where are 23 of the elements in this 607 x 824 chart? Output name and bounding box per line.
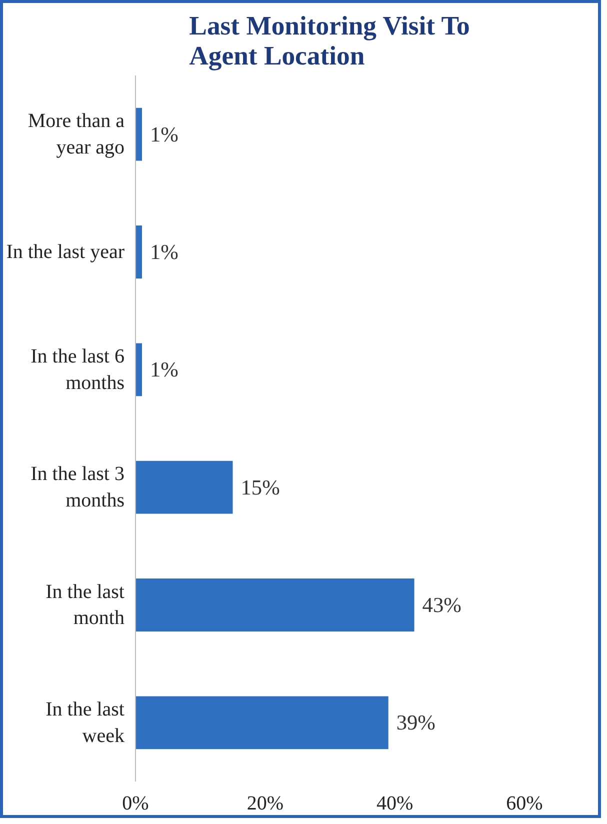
data-label: 15% (240, 475, 280, 500)
bar (136, 343, 142, 396)
bar (136, 226, 142, 278)
y-tick-label: In the last month (46, 580, 125, 630)
x-tick-label: 40% (376, 792, 414, 814)
x-tick-label: 60% (506, 792, 543, 814)
data-label: 1% (150, 358, 179, 382)
y-tick-label: In the last week (46, 698, 125, 747)
x-tick-label: 0% (122, 792, 149, 814)
y-tick-label: In the last 3 months (30, 463, 125, 512)
y-tick-label: In the last year (6, 241, 125, 263)
chart-title: Last Monitoring Visit To Agent Location (189, 10, 470, 70)
y-tick-label: In the last 6 months (30, 345, 125, 394)
bar (136, 108, 142, 161)
y-tick-label: More than a year ago (28, 110, 125, 159)
data-label: 39% (396, 710, 436, 735)
bar (136, 696, 388, 750)
bar (136, 578, 414, 632)
x-tick-label: 20% (246, 792, 284, 814)
data-label: 43% (422, 593, 462, 617)
bar (136, 460, 233, 514)
data-label: 1% (150, 122, 179, 146)
data-label: 1% (150, 240, 179, 264)
